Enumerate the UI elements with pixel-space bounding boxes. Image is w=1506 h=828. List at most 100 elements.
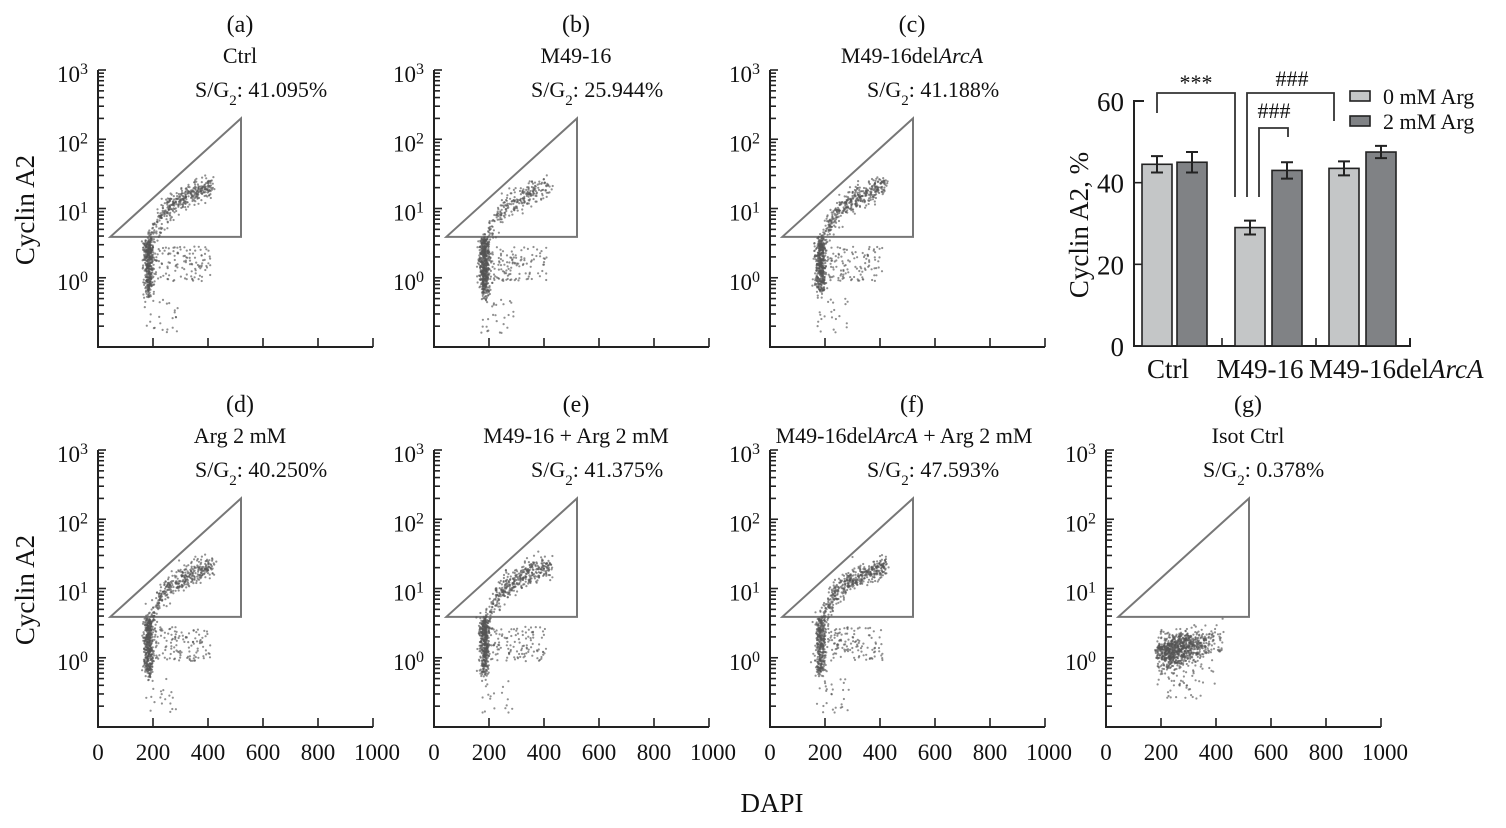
y-tick-exponent: 0 <box>416 648 424 665</box>
scatter-point <box>494 653 497 656</box>
scatter-point <box>841 262 845 265</box>
scatter-point <box>152 299 155 302</box>
scatter-point <box>487 253 490 256</box>
scatter-point <box>496 659 499 662</box>
scatter-point <box>146 644 149 647</box>
scatter-point <box>180 189 184 192</box>
scatter-point <box>142 633 145 636</box>
scatter-point <box>183 260 186 263</box>
scatter-point <box>157 277 160 280</box>
scatter-point <box>155 612 158 615</box>
scatter-point <box>208 194 211 197</box>
scatter-point <box>154 252 157 255</box>
scatter-point <box>142 665 145 668</box>
scatter-point <box>205 248 208 251</box>
scatter-point <box>881 246 884 250</box>
scatter-point <box>497 277 501 280</box>
scatter-point <box>495 320 498 323</box>
scatter-point <box>823 219 826 222</box>
scatter-point <box>484 651 487 654</box>
scatter-point <box>184 196 188 199</box>
scatter-point <box>487 329 490 332</box>
x-tick-label: 1000 <box>690 740 736 765</box>
scatter-point <box>484 632 487 635</box>
scatter-point <box>187 195 190 198</box>
scatter-point <box>201 176 204 179</box>
scatter-point <box>492 628 495 631</box>
scatter-point <box>528 564 532 567</box>
scatter-point <box>192 629 195 632</box>
scatter-point <box>496 210 499 213</box>
scatter-point <box>152 290 155 293</box>
scatter-point <box>826 287 829 290</box>
scatter-point <box>196 197 199 200</box>
scatter-point <box>194 200 197 203</box>
scatter-point <box>853 275 856 279</box>
scatter-point <box>174 589 177 592</box>
scatter-point <box>188 650 191 653</box>
scatter-point <box>184 571 187 574</box>
scatter-point <box>829 298 832 301</box>
scatter-point <box>487 632 491 635</box>
scatter-point <box>526 202 529 205</box>
scatter-point <box>507 593 510 596</box>
scatter-point <box>856 183 860 186</box>
scatter-point <box>534 626 537 629</box>
scatter-point <box>490 627 493 630</box>
scatter-point <box>545 574 548 577</box>
scatter-point <box>144 240 147 243</box>
scatter-point <box>521 577 525 580</box>
scatter-point <box>858 188 861 192</box>
scatter-point <box>143 306 146 309</box>
scatter-point <box>510 588 513 591</box>
scatter-point <box>197 245 200 248</box>
scatter-point <box>185 575 188 578</box>
scatter-point <box>155 256 158 259</box>
scatter-point <box>854 265 857 268</box>
scatter-point <box>511 253 514 256</box>
scatter-point <box>529 194 533 197</box>
scatter-point <box>547 191 550 194</box>
scatter-point <box>495 246 498 249</box>
scatter-point <box>545 174 548 177</box>
scatter-point <box>207 182 210 185</box>
sg2-prefix: S/G <box>867 457 901 482</box>
scatter-point <box>829 279 832 282</box>
scatter-point <box>837 208 840 211</box>
scatter-point <box>475 616 478 619</box>
scatter-point <box>508 202 511 205</box>
scatter-point <box>513 658 517 661</box>
y-tick-exponent: 2 <box>416 510 424 527</box>
scatter-point <box>169 627 172 630</box>
scatter-point <box>816 267 819 270</box>
scatter-point <box>512 199 515 202</box>
scatter-point <box>859 273 862 276</box>
scatter-point <box>144 247 147 250</box>
y-tick-base: 10 <box>57 581 80 606</box>
scatter-point <box>169 211 172 214</box>
scatter-point <box>505 704 508 707</box>
scatter-point <box>160 197 163 200</box>
scatter-point <box>872 193 876 197</box>
scatter-point <box>508 261 511 264</box>
scatter-point <box>176 582 179 585</box>
scatter-point <box>834 331 837 334</box>
scatter-point <box>187 646 190 649</box>
scatter-point <box>165 677 168 681</box>
scatter-point <box>487 629 490 633</box>
scatter-point <box>518 198 522 202</box>
scatter-point <box>514 277 518 280</box>
y-tick-label: 100 <box>729 648 760 675</box>
scatter-point <box>503 201 506 204</box>
scatter-point <box>150 261 153 264</box>
scatter-point <box>145 648 148 651</box>
scatter-point <box>141 267 144 270</box>
scatter-point <box>145 635 149 638</box>
scatter-point <box>522 565 525 568</box>
scatter-point <box>151 640 154 643</box>
scatter-point <box>516 209 519 212</box>
scatter-point <box>147 678 150 681</box>
y-tick-label: 102 <box>393 130 424 157</box>
panel-label: (a) <box>227 12 254 38</box>
scatter-point <box>476 246 479 249</box>
